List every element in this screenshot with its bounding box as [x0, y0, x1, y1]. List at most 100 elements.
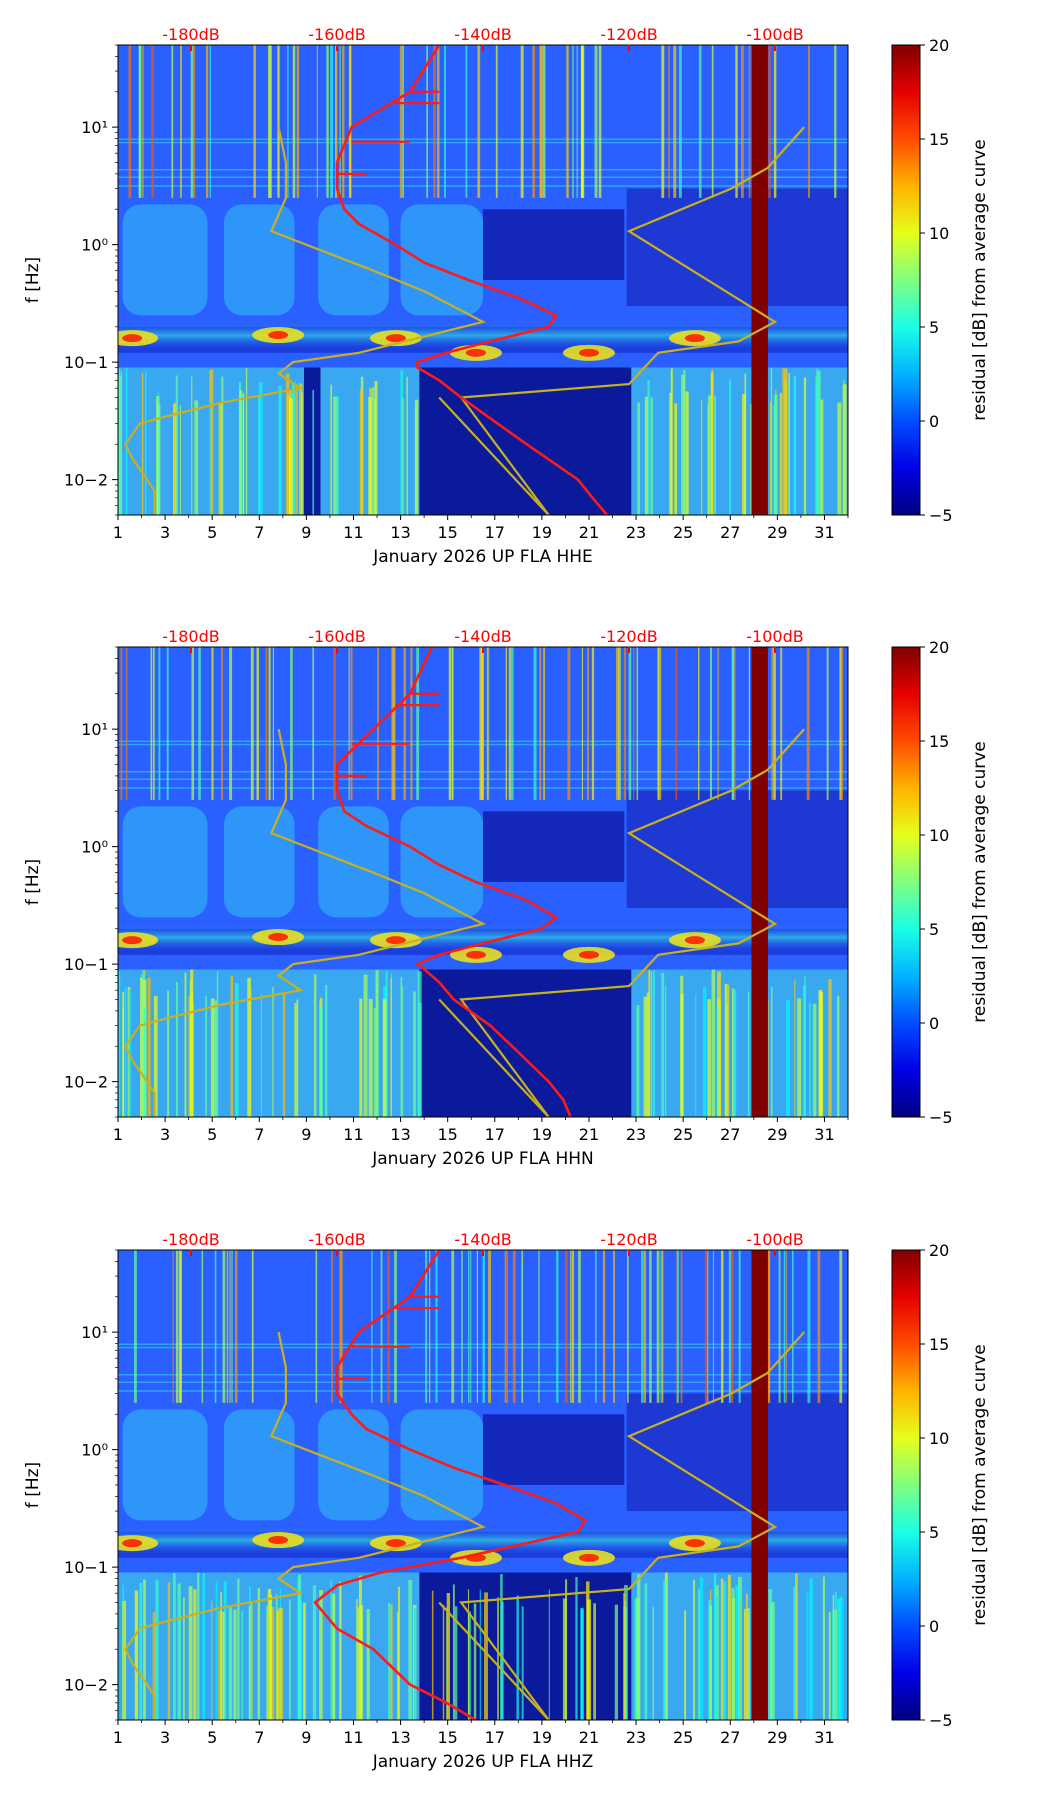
x-tick-label: 29	[767, 1125, 787, 1144]
data-gap	[751, 1250, 768, 1720]
x-tick-label: 13	[390, 523, 410, 542]
x-tick-label: 19	[532, 1125, 552, 1144]
lowfreq-region-right	[631, 969, 848, 1117]
colorbar-tick-label: 5	[929, 920, 939, 939]
db-tick-label: -160dB	[308, 627, 365, 646]
colorbar-tick-label: −5	[929, 1711, 953, 1730]
x-tick-label: 9	[301, 1728, 311, 1747]
y-axis-label: f [Hz]	[23, 1462, 43, 1508]
panel-hhz: 1 3 5 7 9 11 13 15 17 19 21 23 25 27 29 3110−210−110⁰10…	[23, 1230, 990, 1772]
noise-clouds	[122, 188, 848, 316]
spectrogram-area	[118, 647, 848, 1117]
x-tick-label: 7	[254, 523, 264, 542]
db-tick-label: -120dB	[600, 25, 657, 44]
x-tick-label: 31	[814, 523, 834, 542]
colorbar-tick-label: 20	[929, 36, 949, 55]
colorbar-tick-label: 15	[929, 130, 949, 149]
x-tick-label: 21	[579, 523, 599, 542]
x-tick-label: 1	[113, 1125, 123, 1144]
x-tick-label: 7	[254, 1728, 264, 1747]
lowfreq-gap	[304, 367, 321, 515]
db-tick-label: -120dB	[600, 627, 657, 646]
colorbar-label: residual [dB] from average curve	[970, 139, 990, 420]
x-tick-label: 27	[720, 1125, 740, 1144]
y-tick-label: 10−1	[64, 955, 108, 974]
lowfreq-streaks	[118, 969, 840, 1117]
noise-clouds	[122, 1393, 848, 1521]
x-tick-label: 23	[626, 1728, 646, 1747]
spectrogram-area	[118, 45, 848, 515]
x-tick-label: 3	[160, 523, 170, 542]
x-tick-label: 25	[673, 523, 693, 542]
x-tick-label: 29	[767, 1728, 787, 1747]
x-tick-label: 25	[673, 1125, 693, 1144]
y-axis-label: f [Hz]	[23, 257, 43, 303]
model-connector-line	[438, 1601, 550, 1720]
colorbar-tick-label: 0	[929, 412, 939, 431]
colorbar-gradient	[891, 646, 921, 1118]
panel-hhe: 1 3 5 7 9 11 13 15 17 19 21 23 25 27 29 3110−210−110⁰10…	[23, 25, 990, 567]
x-tick-label: 5	[207, 1728, 217, 1747]
average-psd-spikes	[337, 692, 440, 777]
x-tick-label: 17	[485, 1728, 505, 1747]
colorbar-label: residual [dB] from average curve	[970, 1344, 990, 1625]
x-tick-label: 19	[532, 523, 552, 542]
y-tick-label: 10−1	[64, 353, 108, 372]
x-tick-label: 31	[814, 1125, 834, 1144]
colorbar-label: residual [dB] from average curve	[970, 741, 990, 1022]
colorbar: 20 15 10 5 0 −5 residual [dB] from average cur…	[891, 638, 990, 1127]
db-tick-label: -120dB	[600, 1230, 657, 1249]
x-tick-label: 19	[532, 1728, 552, 1747]
x-tick-label: 17	[485, 523, 505, 542]
colorbar-tick-label: 10	[929, 1429, 949, 1448]
x-axis-label: January 2026 UP FLA HHE	[372, 547, 593, 567]
microseism-band	[118, 1526, 848, 1554]
low-noise-model-curve	[124, 126, 487, 515]
db-tick-label: -160dB	[308, 1230, 365, 1249]
spectrogram-area	[118, 1250, 848, 1720]
colorbar: 20 15 10 5 0 −5 residual [dB] from average cur…	[891, 1241, 990, 1730]
x-tick-label: 15	[437, 1125, 457, 1144]
model-connector-line	[438, 998, 550, 1117]
x-tick-label: 23	[626, 1125, 646, 1144]
db-tick-label: -100dB	[746, 627, 803, 646]
y-tick-label: 10¹	[81, 720, 108, 739]
noise-clouds	[122, 790, 848, 918]
db-tick-label: -100dB	[746, 25, 803, 44]
x-tick-label: 13	[390, 1125, 410, 1144]
x-tick-label: 15	[437, 523, 457, 542]
high-noise-model-curve	[459, 126, 806, 515]
x-tick-label: 29	[767, 523, 787, 542]
high-noise-model-curve	[459, 1331, 806, 1720]
average-psd-spikes	[337, 1295, 440, 1380]
average-psd-curve	[335, 45, 609, 515]
microseism-hotspots	[118, 1532, 721, 1566]
colorbar-tick-label: 15	[929, 1335, 949, 1354]
x-tick-label: 11	[343, 1728, 363, 1747]
db-tick-label: -140dB	[454, 627, 511, 646]
low-noise-model-curve	[124, 1331, 487, 1720]
model-connector-line	[438, 396, 550, 515]
db-tick-label: -180dB	[162, 1230, 219, 1249]
x-axis-label: January 2026 UP FLA HHN	[371, 1149, 594, 1169]
lowfreq-region-quiet	[419, 1572, 632, 1720]
colorbar-tick-label: 20	[929, 638, 949, 657]
low-noise-model-curve	[124, 728, 487, 1117]
y-tick-label: 10⁰	[81, 838, 108, 857]
colorbar-gradient	[891, 1249, 921, 1721]
x-tick-label: 17	[485, 1125, 505, 1144]
y-tick-label: 10−1	[64, 1558, 108, 1577]
x-tick-label: 21	[579, 1728, 599, 1747]
x-axis-label: January 2026 UP FLA HHZ	[372, 1752, 594, 1772]
db-tick-label: -160dB	[308, 25, 365, 44]
x-tick-label: 31	[814, 1728, 834, 1747]
x-tick-label: 5	[207, 523, 217, 542]
y-tick-label: 10−2	[64, 1676, 108, 1695]
colorbar: 20 15 10 5 0 −5 residual [dB] from average cur…	[891, 36, 990, 525]
colorbar-tick-label: 10	[929, 224, 949, 243]
colorbar-gradient	[891, 44, 921, 516]
x-tick-label: 13	[390, 1728, 410, 1747]
average-psd-spikes	[337, 90, 440, 175]
